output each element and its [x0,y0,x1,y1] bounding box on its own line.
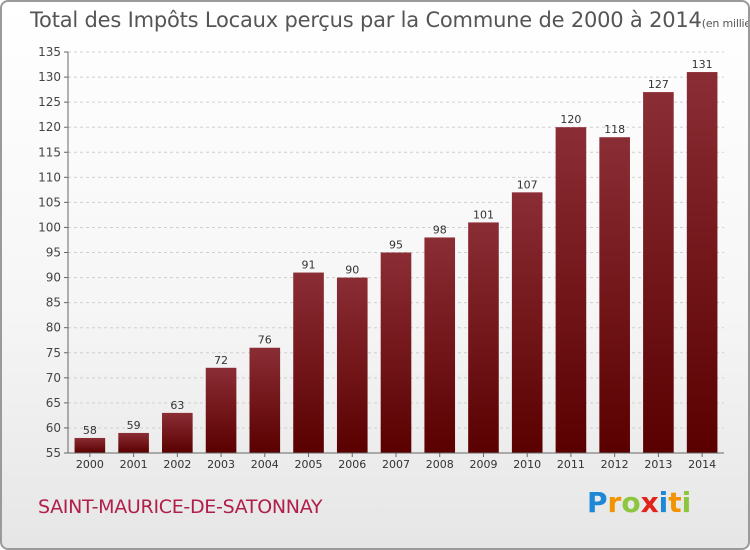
y-tick-label: 65 [46,396,61,410]
y-tick-label: 90 [46,271,61,285]
y-tick-label: 105 [38,195,61,209]
y-tick-label: 100 [38,220,61,234]
value-label-2008: 98 [433,223,447,236]
y-tick-label: 85 [46,296,61,310]
value-label-2009: 101 [473,208,494,221]
bar-2002 [162,412,193,453]
logo-letter: P [587,486,608,519]
y-tick-label: 60 [46,421,61,435]
y-tick-label: 55 [46,446,61,460]
bar-2004 [249,347,281,453]
y-tick-label: 115 [38,145,61,159]
value-label-2006: 90 [345,264,359,277]
x-axis: 2000 2001 2002 2003 2004 2005 2006 2007 2008 2009… [68,452,724,471]
logo-letter: i [681,486,692,519]
logo-letter: o [621,486,641,519]
chart-title: Total des Impôts Locaux perçus par la Co… [30,8,748,32]
x-tick-label-2000: 2000 [76,458,104,471]
value-label-2001: 59 [127,419,141,432]
bar-2011 [555,127,587,453]
x-tick-label-2006: 2006 [338,458,366,471]
bar-2000 [74,437,106,453]
bar-2009 [468,222,499,453]
bar-2006 [336,277,368,453]
bar-2001 [118,432,149,453]
x-tick-label-2011: 2011 [557,458,585,471]
chart-title-unit: (en milliers d'€) [701,17,748,30]
value-label-2005: 91 [302,259,316,272]
x-tick-label-2012: 2012 [601,458,629,471]
proxiti-logo: Proxiti [587,486,691,519]
x-tick-label-2004: 2004 [251,458,279,471]
value-label-2000: 58 [83,424,97,437]
chart-title-text: Total des Impôts Locaux perçus par la Co… [30,8,702,32]
y-tick-label: 135 [38,45,61,59]
value-label-2003: 72 [214,354,228,367]
y-tick-label: 125 [38,95,61,109]
y-tick-label: 120 [38,120,61,134]
bar-2014 [686,72,718,454]
logo-letter: i [658,486,669,519]
bar-2003 [205,367,237,453]
bar-2010 [511,192,543,453]
logo-letter: t [668,486,682,519]
y-tick-label: 80 [46,321,61,335]
bar-2008 [424,237,456,453]
y-tick-label: 70 [46,371,61,385]
x-tick-label-2008: 2008 [426,458,454,471]
y-tick-label: 95 [46,246,61,260]
x-tick-label-2001: 2001 [120,458,148,471]
x-tick-label-2002: 2002 [163,458,191,471]
y-tick-label: 75 [46,346,61,360]
value-label-2002: 63 [170,399,184,412]
value-label-2013: 127 [648,78,669,91]
x-tick-label-2014: 2014 [688,458,716,471]
value-label-2012: 118 [604,123,625,136]
x-tick-label-2009: 2009 [469,458,497,471]
logo-letter: x [640,486,659,519]
y-axis: 55 60 65 70 75 80 85 90 95 100 105 110 115 120 125 130 1… [38,45,69,460]
value-label-2014: 131 [692,58,713,71]
bar-2005 [293,272,324,453]
bar-2012 [599,137,630,453]
bars: 58 59 63 72 76 91 90 95 98 101 107 120 118 127 131 [74,58,718,454]
bar-2007 [380,252,412,453]
x-tick-label-2007: 2007 [382,458,410,471]
logo-letter: r [607,486,622,519]
value-label-2010: 107 [517,178,538,191]
commune-name: SAINT-MAURICE-DE-SATONNAY [38,496,323,518]
value-label-2007: 95 [389,239,403,252]
x-tick-label-2013: 2013 [644,458,672,471]
y-tick-label: 130 [38,70,61,84]
x-tick-label-2010: 2010 [513,458,541,471]
value-label-2011: 120 [560,113,581,126]
x-tick-label-2005: 2005 [295,458,323,471]
x-tick-label-2003: 2003 [207,458,235,471]
bar-2013 [643,92,674,453]
y-tick-label: 110 [38,170,61,184]
value-label-2004: 76 [258,334,272,347]
